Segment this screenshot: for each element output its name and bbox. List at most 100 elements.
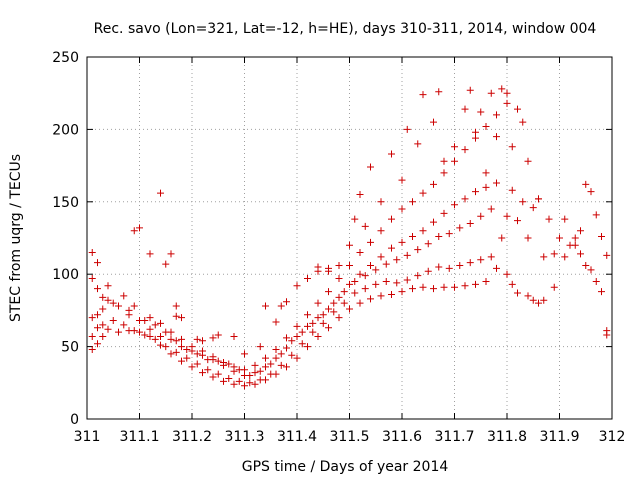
data-point-marker: [603, 331, 611, 339]
data-point-marker: [109, 317, 117, 325]
data-point-marker: [508, 280, 516, 288]
data-point-marker: [157, 189, 164, 197]
data-point-marker: [178, 314, 185, 322]
data-point-marker: [361, 285, 369, 293]
x-tick-label: 311: [74, 429, 101, 445]
data-point-marker: [94, 324, 101, 332]
data-point-marker: [351, 215, 359, 223]
data-point-marker: [382, 260, 390, 268]
data-points: [88, 85, 611, 390]
data-point-marker: [230, 380, 238, 388]
data-point-marker: [151, 335, 159, 343]
data-point-marker: [130, 327, 138, 335]
data-point-marker: [183, 354, 191, 362]
data-point-marker: [388, 215, 395, 223]
data-point-marker: [356, 191, 364, 199]
data-point-marker: [571, 234, 579, 242]
data-point-marker: [508, 143, 516, 151]
x-tick-label: 311.4: [277, 429, 317, 445]
data-point-marker: [382, 277, 390, 285]
data-point-marker: [367, 163, 374, 171]
data-point-marker: [430, 180, 437, 188]
data-point-marker: [372, 266, 380, 274]
data-point-marker: [419, 91, 427, 99]
data-point-marker: [88, 314, 96, 322]
y-tick-label: 0: [70, 412, 79, 428]
data-point-marker: [141, 331, 149, 339]
data-point-marker: [361, 272, 369, 280]
data-point-marker: [172, 302, 180, 310]
data-point-marker: [598, 288, 605, 296]
data-point-marker: [503, 270, 511, 278]
data-point-marker: [293, 322, 301, 330]
data-point-marker: [304, 311, 311, 319]
data-point-marker: [356, 248, 364, 256]
data-point-marker: [288, 351, 296, 359]
data-point-marker: [335, 293, 343, 301]
x-axis-label: GPS time / Days of year 2014: [242, 459, 449, 475]
data-point-marker: [325, 288, 332, 296]
y-tick-label: 100: [52, 267, 79, 283]
data-point-marker: [451, 283, 458, 291]
data-point-marker: [508, 186, 516, 194]
data-point-marker: [272, 318, 280, 326]
data-point-marker: [256, 343, 264, 351]
data-point-marker: [535, 195, 542, 203]
data-point-marker: [582, 262, 590, 270]
data-point-marker: [262, 302, 269, 310]
data-point-marker: [293, 282, 301, 290]
data-point-marker: [319, 311, 327, 319]
data-point-marker: [493, 264, 500, 272]
data-point-marker: [251, 369, 259, 377]
data-point-marker: [424, 267, 432, 275]
data-point-marker: [325, 305, 332, 313]
data-point-marker: [440, 157, 448, 165]
data-point-marker: [262, 354, 269, 362]
grid-lines: [87, 57, 612, 419]
data-point-marker: [293, 354, 301, 362]
data-point-marker: [220, 377, 227, 385]
data-point-marker: [251, 361, 259, 369]
data-point-marker: [445, 264, 453, 272]
data-point-marker: [157, 332, 164, 340]
data-point-marker: [577, 250, 584, 258]
data-point-marker: [298, 340, 306, 348]
data-point-marker: [346, 241, 353, 249]
data-point-marker: [277, 302, 285, 310]
data-point-marker: [493, 179, 500, 187]
data-point-marker: [220, 359, 227, 367]
data-point-marker: [514, 289, 521, 297]
x-tick-label: 311.2: [172, 429, 212, 445]
data-point-marker: [524, 292, 532, 300]
data-point-marker: [193, 350, 201, 358]
data-point-marker: [377, 198, 385, 206]
data-point-marker: [529, 296, 537, 304]
data-point-marker: [178, 335, 185, 343]
data-point-marker: [561, 253, 569, 261]
data-point-marker: [430, 285, 437, 293]
data-point-marker: [241, 366, 248, 374]
data-point-marker: [151, 321, 159, 329]
data-point-marker: [466, 86, 474, 94]
y-tick-label: 50: [61, 340, 79, 356]
data-point-marker: [230, 332, 238, 340]
data-point-marker: [351, 289, 359, 297]
data-point-marker: [314, 314, 322, 322]
data-point-marker: [540, 253, 548, 261]
data-point-marker: [241, 382, 248, 390]
data-point-marker: [304, 275, 311, 283]
data-point-marker: [351, 277, 359, 285]
data-point-marker: [104, 296, 112, 304]
data-point-marker: [335, 262, 343, 270]
x-tick-label: 311.3: [224, 429, 264, 445]
data-point-marker: [514, 217, 521, 225]
data-point-marker: [456, 262, 464, 270]
data-point-marker: [461, 195, 469, 203]
data-point-marker: [283, 344, 290, 352]
data-point-marker: [451, 143, 458, 151]
data-point-marker: [99, 321, 107, 329]
data-point-marker: [146, 250, 154, 258]
data-point-marker: [267, 360, 275, 368]
x-tick-label: 311.9: [539, 429, 579, 445]
data-point-marker: [477, 256, 485, 264]
